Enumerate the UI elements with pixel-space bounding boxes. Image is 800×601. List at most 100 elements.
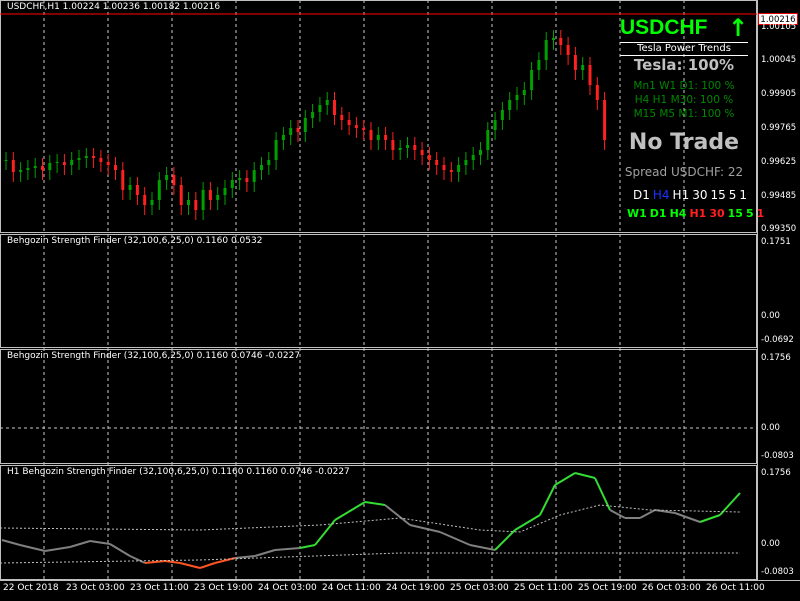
main-price-chart[interactable]: USDCHF,H1 1.00224 1.00236 1.00182 1.0021…: [0, 0, 757, 233]
time-tick: 24 Oct 11:00: [322, 583, 381, 593]
time-tick: 25 Oct 19:00: [578, 583, 637, 593]
strength-line-segment: [539, 484, 556, 516]
candle-body: [522, 90, 526, 95]
price-tick: 0.99765: [761, 123, 797, 133]
timeframe-label: D1: [649, 207, 667, 220]
strength-line-segment: [89, 540, 111, 545]
candle-body: [581, 65, 585, 70]
strength-line-segment: [494, 529, 516, 551]
strength-line-segment: [1, 539, 21, 546]
strength-line-segment: [364, 501, 386, 506]
sub1-tick: -0.0692: [761, 335, 794, 345]
candle-body: [194, 200, 198, 210]
price-axis[interactable]: [757, 0, 800, 580]
time-tick: 23 Oct 19:00: [194, 583, 253, 593]
sub1-tick: 0.1751: [761, 237, 791, 247]
strength-line-segment: [299, 544, 316, 549]
candle-body: [106, 162, 110, 165]
strength-finder-pane-3[interactable]: H1 Behgozin Strength Finder (32,100,6,25…: [0, 465, 757, 580]
candle-body: [238, 178, 242, 180]
sub2-tick: 0.1756: [761, 353, 791, 363]
candle-body: [508, 100, 512, 110]
candle-body: [369, 130, 373, 140]
candle-body: [114, 165, 117, 170]
candle-body: [479, 150, 482, 155]
timeframe-row-1: D1 H4 H1 30 15 5 1: [633, 188, 750, 202]
candle-body: [318, 105, 322, 112]
strength-line-segment: [234, 555, 256, 559]
candle-body: [33, 166, 37, 168]
candle-body: [603, 100, 607, 140]
candle-body: [376, 135, 380, 140]
candle-body: [62, 162, 66, 165]
candle-body: [384, 135, 388, 140]
price-tick: 1.00105: [761, 22, 797, 32]
candle-body: [128, 185, 132, 190]
strength-line-segment: [69, 540, 91, 548]
time-tick: 25 Oct 03:00: [450, 583, 509, 593]
candle-body: [281, 135, 285, 140]
time-tick: 24 Oct 19:00: [386, 583, 445, 593]
indicator-label-1: Behgozin Strength Finder (32,100,6,25,0)…: [7, 236, 263, 246]
tesla-score: Tesla: 100%: [633, 56, 735, 74]
candle-body: [70, 160, 74, 165]
candle-body: [471, 155, 475, 160]
trade-signal: No Trade: [628, 130, 740, 155]
strength-line-segment: [254, 549, 276, 557]
price-tick: 0.99350: [761, 224, 797, 234]
candle-body: [544, 40, 548, 60]
price-tick: 0.99485: [761, 191, 797, 201]
time-axis[interactable]: [0, 580, 800, 601]
candle-body: [435, 160, 439, 165]
strength-line-segment: [274, 547, 301, 551]
price-tick: 1.00045: [761, 55, 797, 65]
sub2-tick: -0.0803: [761, 451, 794, 461]
time-tick: 22 Oct 2018: [3, 583, 59, 593]
timeframe-label: H1: [672, 188, 690, 202]
strength-line-segment: [19, 544, 46, 552]
candle-body: [267, 160, 271, 165]
candle-body: [165, 175, 169, 180]
candle-body: [493, 120, 497, 130]
candle-body: [566, 45, 570, 55]
strength-line-segment: [384, 504, 411, 526]
strength-line-segment: [554, 472, 576, 486]
strength-line-segment: [609, 509, 626, 519]
strength-line-segment: [44, 546, 71, 552]
candle-body: [413, 145, 417, 150]
candle-body: [537, 60, 541, 70]
trend-up-arrow-icon: ↑: [728, 14, 749, 42]
strength-line-segment: [469, 544, 496, 551]
candle-body: [325, 100, 329, 105]
candle-body: [48, 163, 52, 170]
strength-line-segment: [179, 562, 201, 569]
time-tick: 26 Oct 11:00: [706, 583, 765, 593]
indicator-label-3: H1 Behgozin Strength Finder (32,100,6,25…: [7, 467, 350, 477]
strength-finder-pane-1[interactable]: Behgozin Strength Finder (32,100,6,25,0)…: [0, 234, 757, 348]
current-price-box: 1.00216: [758, 13, 798, 25]
tf-group-hourly: H4 H1 M30: 100 %: [634, 94, 734, 106]
timeframe-label: D1: [633, 188, 650, 202]
candle-body: [179, 185, 183, 205]
candle-body: [187, 200, 190, 205]
timeframe-label: H4: [652, 188, 670, 202]
candle-body: [84, 156, 88, 158]
candle-body: [573, 55, 577, 70]
spread-readout: Spread USDCHF: 22: [624, 165, 744, 179]
strength-line-segment: [164, 560, 181, 564]
candle-body: [457, 165, 461, 172]
candle-body: [135, 185, 139, 195]
strength-line-segment: [674, 512, 701, 523]
strength-finder-pane-2[interactable]: Behgozin Strength Finder (32,100,6,25,0)…: [0, 349, 757, 464]
candle-body: [406, 145, 409, 148]
candle-body: [55, 162, 59, 163]
candle-body: [486, 130, 490, 150]
strength-line-segment: [574, 472, 596, 479]
chart-header: USDCHF,H1 1.00224 1.00236 1.00182 1.0021…: [7, 2, 221, 12]
timeframe-label: 5: [745, 207, 754, 220]
candle-body: [172, 175, 176, 185]
candle-body: [216, 195, 220, 200]
price-tick: 0.99905: [761, 89, 797, 99]
candle-body: [289, 128, 293, 135]
